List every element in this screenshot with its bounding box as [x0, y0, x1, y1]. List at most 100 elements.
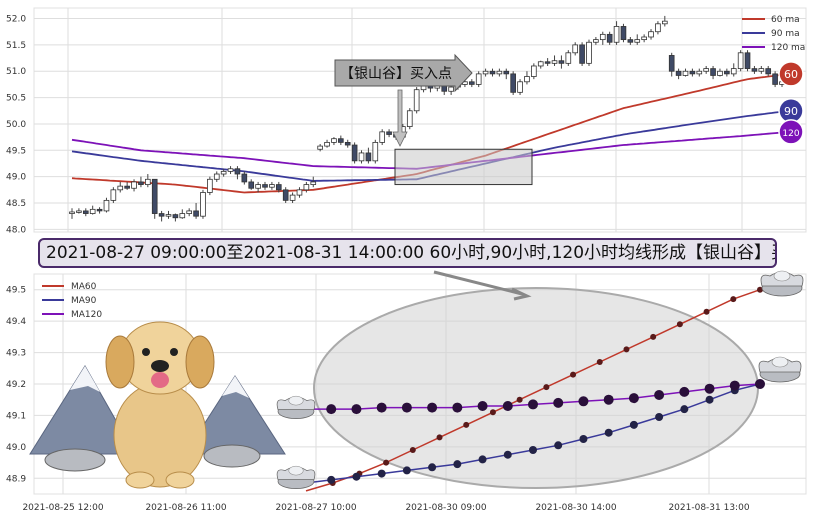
ma-badge	[778, 61, 804, 87]
candle	[331, 138, 337, 143]
y-tick-label: 49.1	[6, 411, 26, 421]
y-tick-label: 48.5	[6, 199, 26, 209]
candle	[158, 213, 165, 217]
candle	[503, 70, 510, 75]
candle	[634, 39, 641, 43]
candle	[544, 61, 551, 64]
data-point	[623, 346, 630, 353]
plot-area	[33, 7, 807, 233]
data-point	[570, 371, 577, 378]
candle	[282, 189, 289, 201]
candle	[151, 178, 158, 214]
candle	[289, 194, 296, 201]
candle	[627, 39, 634, 43]
y-tick-label: 50.0	[6, 120, 26, 130]
legend-label: 90 ma	[771, 29, 800, 39]
candle	[207, 178, 213, 193]
data-point	[326, 404, 337, 415]
data-point	[554, 441, 563, 450]
candle	[531, 65, 537, 77]
candle	[730, 68, 737, 75]
candle	[69, 211, 75, 214]
data-point	[757, 286, 763, 293]
candle	[269, 184, 275, 188]
x-tick-label: 2021-08-25 12:00	[22, 503, 103, 513]
candle	[551, 60, 558, 64]
data-point	[401, 402, 412, 413]
candle	[131, 181, 137, 189]
legend: MA60 MA90 MA120	[42, 282, 102, 320]
silver-ingot-icon	[758, 356, 802, 383]
dog-eye-left	[142, 348, 150, 356]
data-point	[604, 428, 613, 437]
y-tick-label: 49.4	[6, 317, 26, 327]
y-tick-label: 52.0	[6, 15, 26, 25]
candle	[468, 81, 475, 85]
data-point	[730, 296, 737, 303]
candle	[220, 170, 227, 175]
data-point	[578, 396, 589, 407]
data-point	[376, 402, 387, 413]
candle	[744, 52, 751, 70]
silver-ingot-icon	[760, 270, 804, 297]
ma-badge	[778, 119, 804, 145]
data-point	[704, 383, 715, 394]
candle	[682, 70, 689, 76]
candle	[227, 168, 234, 172]
candle	[593, 39, 599, 43]
y-tick-label: 49.0	[6, 173, 26, 183]
data-point	[503, 450, 512, 459]
data-point	[650, 333, 657, 340]
candle	[379, 131, 386, 143]
candle	[772, 73, 778, 85]
candle	[241, 173, 248, 183]
data-point	[377, 469, 386, 478]
data-point	[553, 397, 564, 408]
data-point	[655, 413, 664, 421]
data-point	[436, 434, 443, 441]
data-point	[543, 384, 550, 391]
candle	[179, 213, 186, 219]
dog-paw-left	[125, 471, 155, 489]
x-tick-label: 2021-08-30 09:00	[405, 503, 486, 513]
candle	[351, 144, 358, 162]
candle	[641, 36, 647, 41]
candle	[213, 173, 220, 180]
data-point	[579, 435, 588, 443]
candle	[248, 181, 255, 189]
candle	[482, 70, 489, 75]
data-point	[489, 409, 496, 416]
candle	[138, 181, 144, 185]
candle	[537, 61, 544, 67]
candle	[510, 73, 516, 93]
data-point	[351, 404, 362, 415]
data-point	[755, 379, 765, 389]
data-point	[383, 459, 390, 466]
candle	[489, 70, 496, 75]
y-tick-label: 51.0	[6, 67, 26, 77]
candle	[517, 81, 523, 93]
candle	[344, 141, 351, 146]
candle	[710, 68, 716, 76]
y-tick-label: 49.5	[6, 146, 26, 156]
x-tick-label: 2021-08-27 10:00	[275, 503, 356, 513]
candle	[262, 184, 268, 188]
candle	[668, 55, 675, 72]
y-tick-label: 51.5	[6, 41, 26, 51]
candle	[751, 68, 758, 72]
arrow-shape	[334, 53, 473, 93]
candle	[606, 33, 613, 43]
candle	[648, 31, 654, 38]
candle	[165, 214, 172, 217]
candle	[303, 184, 310, 191]
candle	[255, 184, 261, 189]
legend: 60 ma 90 ma 120 ma	[742, 15, 805, 53]
y-tick-label: 50.5	[6, 94, 26, 104]
candle	[717, 70, 723, 76]
arrow-label: 【银山谷】买入点	[340, 66, 452, 82]
y-tick-label: 48.9	[6, 474, 26, 484]
dog-eye-right	[170, 348, 178, 356]
candle	[145, 178, 151, 185]
candle	[662, 20, 668, 25]
candle	[110, 189, 117, 201]
